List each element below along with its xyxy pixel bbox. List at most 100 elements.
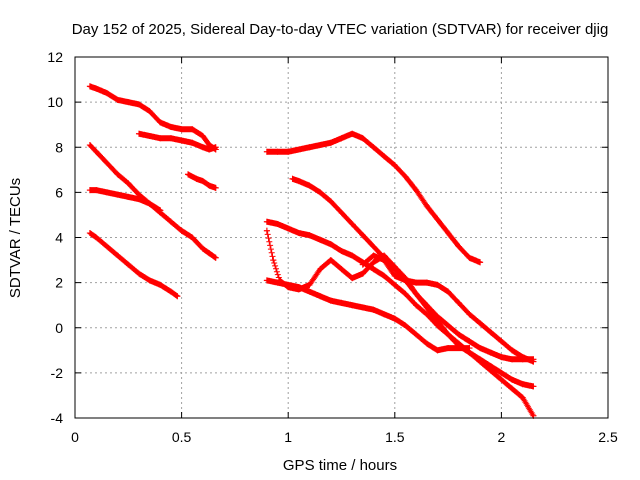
data-point [285, 284, 292, 291]
data-point [338, 209, 345, 216]
data-point [370, 144, 377, 151]
data-point [206, 146, 213, 153]
data-point [306, 288, 313, 295]
data-point [157, 119, 164, 126]
data-point [338, 299, 345, 306]
data-point [423, 304, 430, 311]
y-tick-labels: -4 -2 0 2 4 6 8 10 12 [47, 49, 63, 426]
data-point [519, 381, 526, 388]
data-point [509, 356, 516, 363]
series-arc-12 [359, 252, 537, 365]
data-point [103, 189, 110, 196]
data-point [349, 252, 356, 259]
data-point [359, 270, 366, 277]
data-point [114, 96, 121, 103]
data-point [413, 302, 420, 309]
data-point [455, 243, 462, 250]
data-point [295, 286, 302, 293]
data-point [189, 139, 196, 146]
y-tick-label: 8 [55, 139, 63, 155]
data-point [445, 345, 452, 352]
data-point [434, 317, 441, 324]
data-point [477, 320, 484, 327]
y-tick-label: 0 [55, 320, 63, 336]
data-point [487, 349, 494, 356]
data-point [509, 347, 516, 354]
data-point [212, 254, 219, 261]
data-point [295, 146, 302, 153]
data-point [445, 288, 452, 295]
grid [75, 57, 608, 418]
data-point [167, 123, 174, 130]
data-point [86, 83, 93, 90]
data-point [477, 259, 484, 266]
data-point [359, 261, 366, 268]
y-tick-label: 6 [55, 184, 63, 200]
data-point [263, 277, 270, 284]
data-point [381, 257, 388, 264]
data-point [93, 85, 100, 92]
data-point [391, 281, 398, 288]
series-arc-2 [135, 130, 219, 153]
y-axis-title: SDTVAR / TECUs [7, 178, 24, 298]
x-tick-label: 0 [71, 429, 79, 445]
x-tick-label: 2 [498, 429, 506, 445]
series-arc-6 [86, 229, 181, 300]
data-point [455, 299, 462, 306]
data-point [338, 135, 345, 142]
data-point [146, 277, 153, 284]
data-point [381, 153, 388, 160]
data-point [146, 132, 153, 139]
data-point [199, 132, 206, 139]
data-point [285, 148, 292, 155]
data-point [445, 322, 452, 329]
data-point [402, 277, 409, 284]
data-point [306, 182, 313, 189]
data-point [263, 148, 270, 155]
data-point [498, 376, 505, 383]
data-point [477, 345, 484, 352]
data-point [423, 202, 430, 209]
data-point [413, 279, 420, 286]
x-tick-label: 1 [284, 429, 292, 445]
data-point [498, 354, 505, 361]
series-arc-4 [86, 141, 219, 261]
data-point [167, 288, 174, 295]
data-point [212, 144, 219, 151]
data-point [199, 245, 206, 252]
data-point [370, 243, 377, 250]
data-point [317, 189, 324, 196]
data-point [359, 304, 366, 311]
data-point [466, 311, 473, 318]
data-point [349, 275, 356, 282]
data-point [317, 266, 324, 273]
data-point [212, 184, 219, 191]
data-point [455, 342, 462, 349]
x-tick-label: 1.5 [385, 429, 405, 445]
data-point [338, 266, 345, 273]
data-point [391, 162, 398, 169]
data-point [93, 187, 100, 194]
data-point [487, 329, 494, 336]
data-point [370, 306, 377, 313]
x-tick-label: 0.5 [172, 429, 192, 445]
data-point [466, 254, 473, 261]
data-point [402, 290, 409, 297]
data-point [466, 338, 473, 345]
data-point [359, 135, 366, 142]
data-point [114, 171, 121, 178]
data-point [413, 187, 420, 194]
y-tick-label: 12 [47, 49, 63, 65]
data-point [125, 261, 132, 268]
y-tick-label: 10 [47, 94, 63, 110]
data-point [445, 229, 452, 236]
data-point [327, 198, 334, 205]
data-point [530, 358, 537, 365]
data-point [199, 144, 206, 151]
data-point [189, 126, 196, 133]
data-point [285, 225, 292, 232]
data-point [93, 234, 100, 241]
data-point [86, 141, 93, 148]
series-arc-5 [86, 187, 164, 214]
data-point [167, 218, 174, 225]
